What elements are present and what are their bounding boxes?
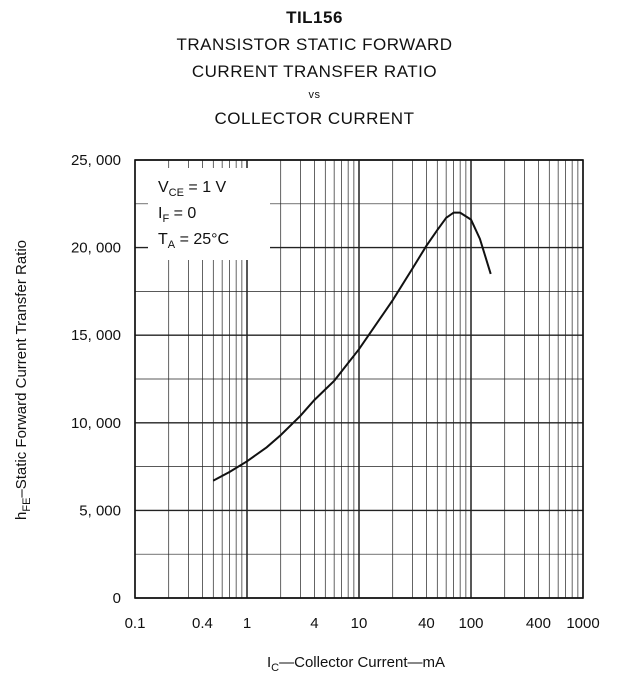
y-tick-label: 25, 000 [71, 152, 121, 169]
x-tick-label: 0.4 [192, 615, 213, 632]
x-tick-label: 40 [418, 615, 435, 632]
x-tick-label: 4 [310, 615, 318, 632]
test-conditions: VCE = 1 V IF = 0 TA = 25°C [148, 168, 270, 260]
x-tick-label: 1000 [566, 615, 599, 632]
y-axis-label: hFE–Static Forward Current Transfer Rati… [13, 240, 33, 520]
y-tick-label: 5, 000 [79, 502, 121, 519]
y-axis-ticks: 0 5, 000 10, 000 15, 000 20, 000 25, 000 [71, 152, 121, 607]
plot-border [134, 159, 584, 599]
x-axis-ticks: 0.1 0.4 1 4 10 40 100 400 1000 [125, 615, 600, 632]
x-axis-label: IC—Collector Current—mA [267, 654, 445, 674]
chart-title-block: TIL156 TRANSISTOR STATIC FORWARD CURRENT… [0, 4, 629, 132]
y-tick-label: 15, 000 [71, 327, 121, 344]
y-tick-label: 0 [113, 590, 121, 607]
conditions-background [148, 168, 270, 260]
chart-title-line: CURRENT TRANSFER RATIO [191, 62, 438, 81]
plot-frame [134, 159, 584, 599]
x-tick-label: 400 [526, 615, 551, 632]
series-layer [212, 211, 492, 482]
x-tick-label: 10 [351, 615, 368, 632]
chart-title-vs: vs [308, 89, 321, 101]
x-tick-label: 0.1 [125, 615, 146, 632]
x-tick-label: 100 [458, 615, 483, 632]
chart-title-line: TRANSISTOR STATIC FORWARD [176, 35, 453, 54]
chart-title-line: TIL156 [286, 8, 343, 27]
condition-if: IF = 0 [158, 205, 196, 225]
condition-ta: TA = 25°C [158, 231, 229, 251]
condition-vce: VCE = 1 V [158, 179, 227, 199]
chart-title-line: COLLECTOR CURRENT [214, 109, 415, 128]
x-tick-label: 1 [243, 615, 251, 632]
hfe-curve [212, 211, 492, 482]
y-tick-label: 10, 000 [71, 415, 121, 432]
y-tick-label: 20, 000 [71, 240, 121, 257]
